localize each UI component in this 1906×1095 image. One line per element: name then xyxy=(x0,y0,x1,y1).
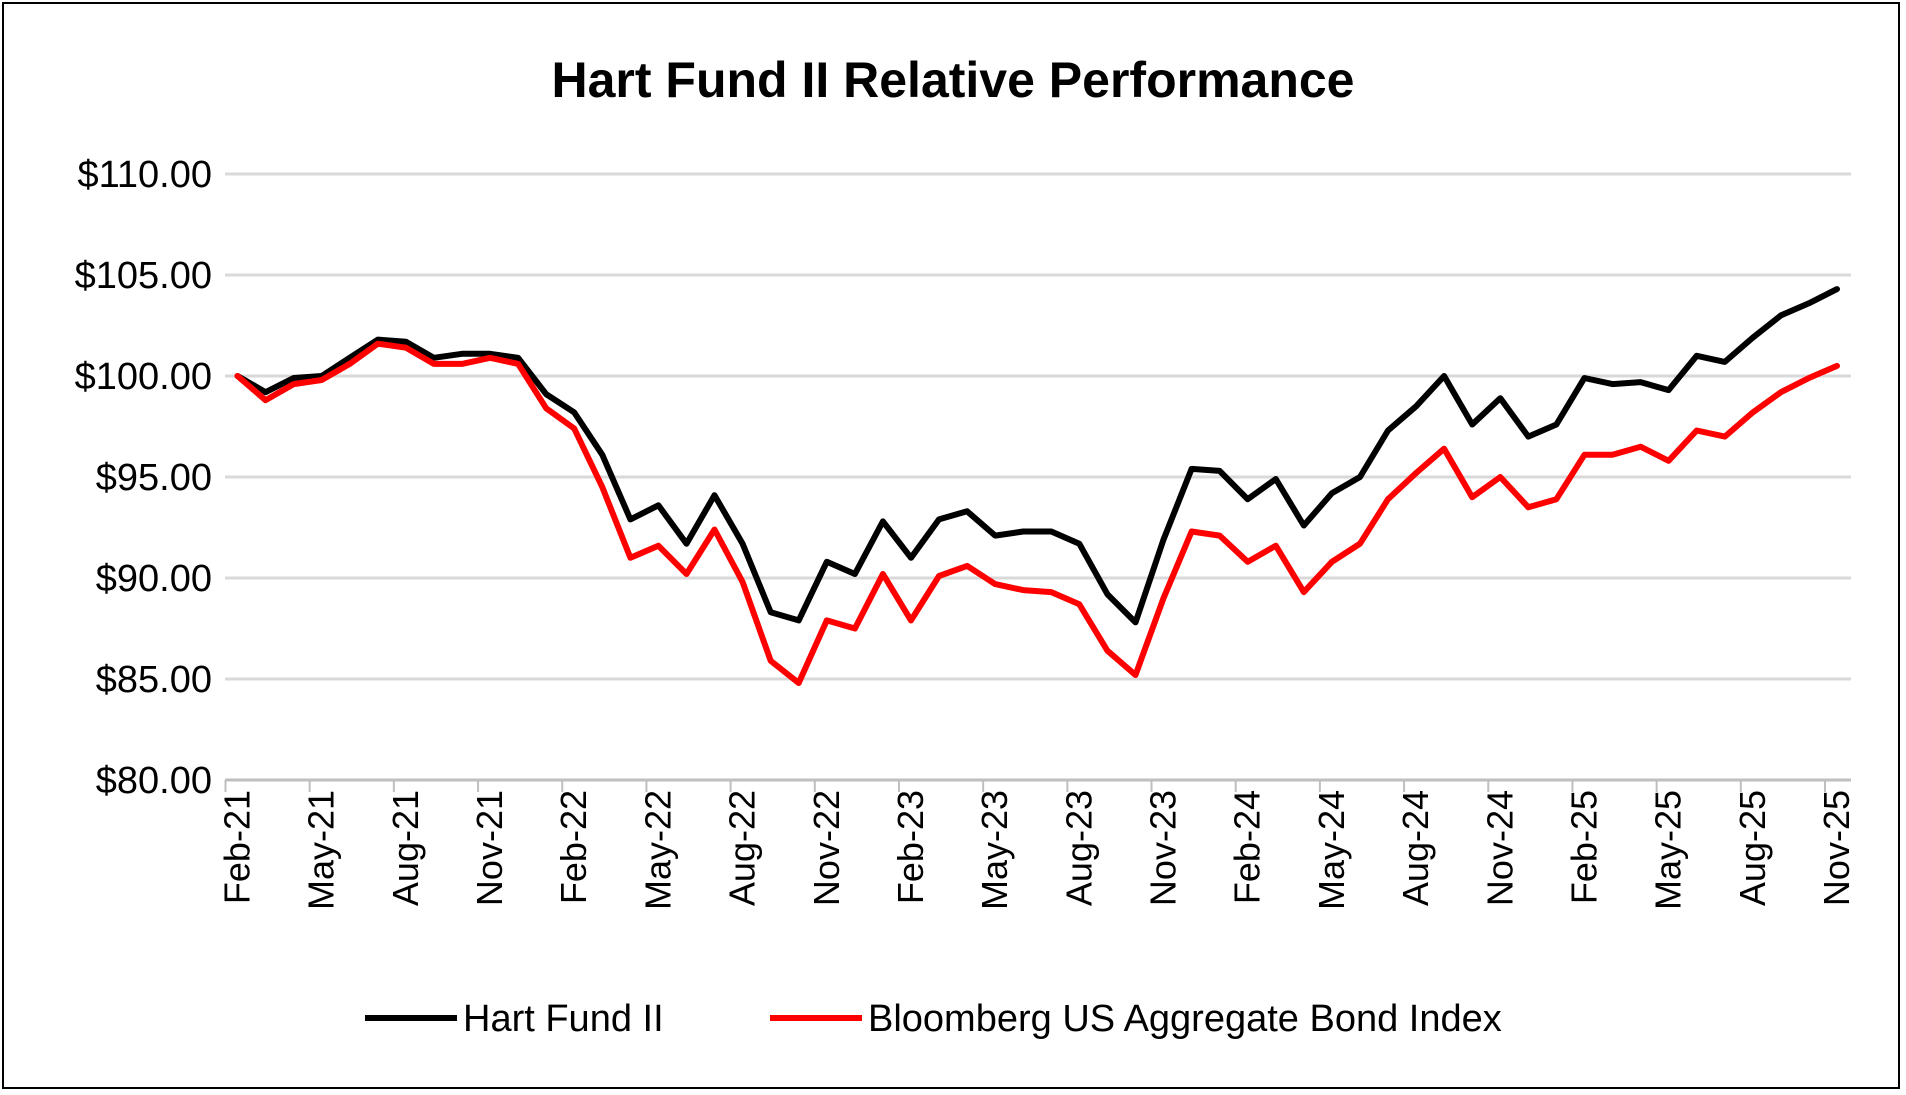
y-axis-tick-labels: $80.00 $85.00 $90.00 $95.00 $100.00 $105.00 $1… xyxy=(75,154,212,802)
series-line-bloomberg-agg xyxy=(234,340,1840,686)
y-tick-label: $110.00 xyxy=(77,154,212,196)
x-tick-label: Nov-22 xyxy=(806,790,847,906)
chart-title: Hart Fund II Relative Performance xyxy=(551,52,1354,108)
x-tick-label: Nov-21 xyxy=(469,790,510,906)
series-lines xyxy=(234,286,1840,686)
x-tick-label: Aug-22 xyxy=(722,790,763,906)
x-tick-label: Nov-23 xyxy=(1143,790,1184,906)
x-tick-label: Aug-24 xyxy=(1395,790,1436,906)
x-tick-label: Feb-23 xyxy=(890,790,931,904)
y-tick-label: $80.00 xyxy=(96,760,212,802)
gridlines xyxy=(225,172,1851,681)
x-tick-label: May-21 xyxy=(301,790,342,910)
x-tick-label: May-24 xyxy=(1311,790,1352,910)
y-tick-label: $90.00 xyxy=(96,558,212,600)
y-tick-label: $95.00 xyxy=(96,457,212,499)
x-axis: Feb-21 May-21 Aug-21 Nov-21 Feb-22 May-22 Aug-… xyxy=(217,778,1857,910)
legend-label: Hart Fund II xyxy=(463,998,664,1040)
x-tick-label: Aug-23 xyxy=(1058,790,1099,906)
y-tick-label: $100.00 xyxy=(75,356,212,398)
y-tick-label: $105.00 xyxy=(75,255,212,297)
series-line-hart-fund-ii xyxy=(234,286,1840,626)
legend: Hart Fund II Bloomberg US Aggregate Bond … xyxy=(365,998,1502,1040)
x-tick-label: Aug-21 xyxy=(385,790,426,906)
x-tick-label: Nov-25 xyxy=(1816,790,1857,906)
legend-item: Bloomberg US Aggregate Bond Index xyxy=(770,998,1502,1040)
legend-item: Hart Fund II xyxy=(365,998,664,1040)
legend-label: Bloomberg US Aggregate Bond Index xyxy=(868,998,1502,1040)
x-tick-label: Feb-21 xyxy=(217,790,258,904)
x-tick-label: Feb-25 xyxy=(1563,790,1604,904)
x-tick-label: Feb-22 xyxy=(553,790,594,904)
x-tick-label: Feb-24 xyxy=(1227,790,1268,904)
y-tick-label: $85.00 xyxy=(96,659,212,701)
x-tick-label: Nov-24 xyxy=(1479,790,1520,906)
x-tick-label: May-23 xyxy=(974,790,1015,910)
x-tick-label: May-25 xyxy=(1648,790,1689,910)
x-tick-label: May-22 xyxy=(637,790,678,910)
x-tick-label: Aug-25 xyxy=(1732,790,1773,906)
